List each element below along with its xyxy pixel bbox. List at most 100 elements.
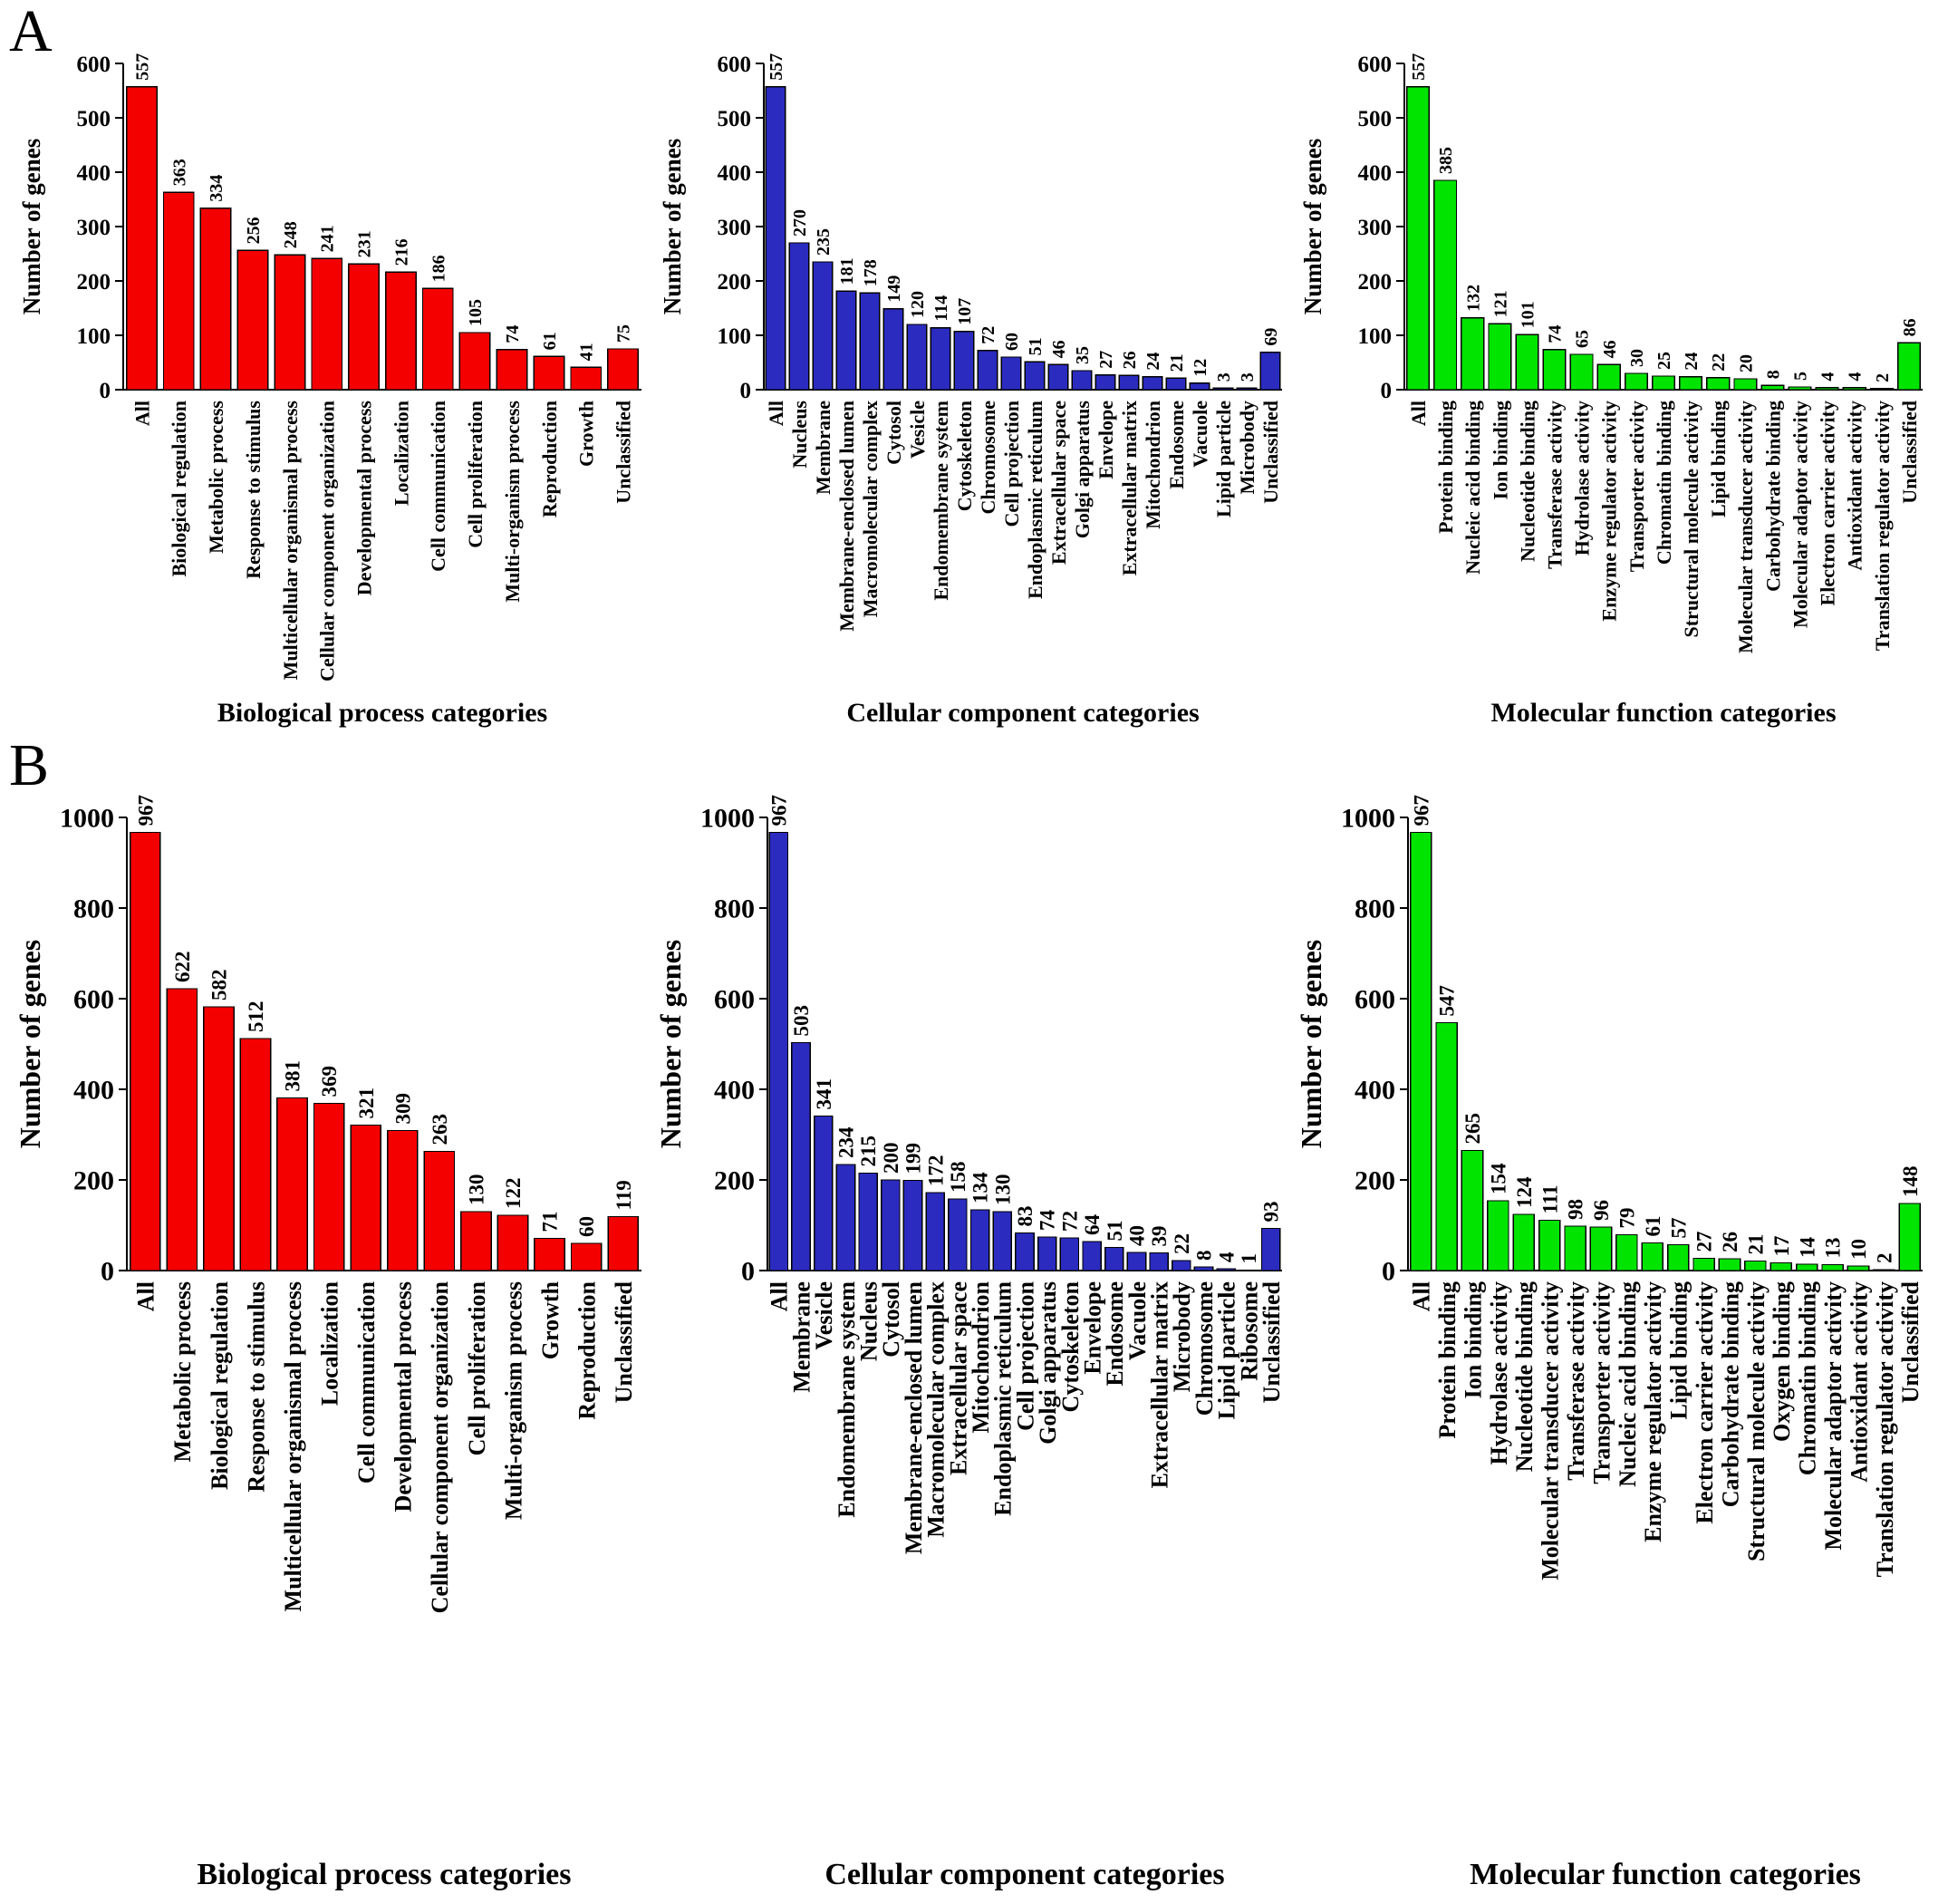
bar <box>1651 375 1676 391</box>
value-label: 3 <box>1214 372 1234 382</box>
bar <box>1564 1225 1586 1271</box>
y-tick-label: 0 <box>740 379 752 403</box>
category-label: Biological regulation <box>168 401 190 577</box>
category-label: All <box>130 401 153 426</box>
bar <box>902 1179 923 1271</box>
value-label: 61 <box>1642 1216 1664 1237</box>
bar-chart-biological-process-a: 0 100 200 300 400 500 600 Number of genes 557 All… <box>16 0 651 728</box>
category-label: Golgi apparatus <box>1071 401 1094 539</box>
bar <box>423 1150 456 1271</box>
category-label: Membrane-enclosed lumen <box>901 1281 927 1554</box>
value-label: 26 <box>1719 1232 1741 1252</box>
category-label: Unclassified <box>611 1281 637 1403</box>
bar <box>1538 1219 1561 1271</box>
value-label: 40 <box>1126 1225 1149 1246</box>
value-label: 622 <box>171 952 194 983</box>
y-tick-label: 200 <box>1355 1166 1395 1196</box>
bar <box>348 263 381 391</box>
value-label: 234 <box>834 1126 857 1158</box>
value-label: 248 <box>281 221 301 248</box>
category-label: Response to stimulus <box>243 1281 269 1493</box>
bar <box>835 1164 856 1271</box>
bar <box>534 1237 565 1271</box>
y-tick-label: 100 <box>718 324 752 349</box>
category-label: Cytosol <box>882 401 905 465</box>
category-label: Nucleotide binding <box>1516 401 1538 562</box>
category-label: Growth <box>537 1281 564 1359</box>
value-label: 96 <box>1590 1200 1613 1221</box>
y-tick-label: 200 <box>718 270 752 295</box>
bar-chart-biological-process-b: 0 200 400 600 800 1000 Number of genes 967 All 62… <box>14 725 651 1904</box>
bar <box>1733 378 1758 391</box>
y-tick-label: 600 <box>718 53 752 77</box>
category-label: Reproduction <box>574 1281 601 1419</box>
bar-chart-molecular-function-a: 0 100 200 300 400 500 600 Number of genes 557 All… <box>1297 0 1932 728</box>
value-label: 557 <box>1409 53 1429 81</box>
value-label: 8 <box>1763 370 1783 379</box>
bar <box>1104 1246 1124 1271</box>
y-tick-label: 600 <box>73 985 114 1015</box>
value-label: 74 <box>1546 325 1566 343</box>
bar <box>812 261 834 391</box>
value-label: 39 <box>1148 1226 1171 1247</box>
bar <box>768 831 789 1271</box>
bar <box>835 290 857 391</box>
category-label: Transporter activity <box>1625 401 1648 572</box>
value-label: 75 <box>614 324 634 343</box>
bar <box>1212 387 1234 391</box>
bar <box>1172 1260 1191 1271</box>
category-label: Microbody <box>1169 1281 1195 1392</box>
value-label: 363 <box>169 159 189 186</box>
bar <box>570 1242 603 1271</box>
value-label: 25 <box>1654 352 1674 370</box>
category-label: Molecular adaptor activity <box>1820 1281 1847 1551</box>
category-label: Ion binding <box>1460 1281 1486 1398</box>
value-label: 124 <box>1513 1176 1536 1208</box>
category-label: Membrane-enclosed lumen <box>835 401 858 632</box>
category-label: Membrane <box>788 1281 815 1393</box>
y-tick-label: 400 <box>1355 1076 1395 1106</box>
y-tick-label: 600 <box>1358 53 1393 77</box>
category-label: Molecular transducer activity <box>1734 401 1757 653</box>
value-label: 200 <box>880 1143 902 1174</box>
category-label: All <box>1409 1281 1435 1311</box>
category-label: Reproduction <box>538 401 561 517</box>
value-label: 14 <box>1796 1237 1818 1259</box>
bar <box>384 271 417 391</box>
bar <box>1193 1266 1214 1271</box>
chart-svg: 0 100 200 300 400 500 600 Number of genes 557 All… <box>1299 53 1923 653</box>
chart-canvas: 0 200 400 600 800 1000 Number of genes 967 All 62… <box>14 749 651 1851</box>
value-label: 2 <box>1873 373 1893 382</box>
category-label: Carbohydrate binding <box>1761 401 1784 592</box>
category-label: Extracellular matrix <box>1147 1281 1173 1488</box>
bar <box>1760 384 1785 391</box>
y-tick-label: 0 <box>1382 1257 1395 1287</box>
category-label: Endosome <box>1165 401 1188 489</box>
value-label: 71 <box>539 1212 562 1232</box>
value-label: 21 <box>1744 1234 1767 1255</box>
value-label: 22 <box>1709 353 1729 372</box>
value-label: 46 <box>1600 340 1620 358</box>
value-label: 98 <box>1565 1199 1587 1220</box>
category-label: Extracellular matrix <box>1118 401 1141 575</box>
category-label: Localization <box>317 1281 343 1406</box>
bar <box>1744 1260 1767 1271</box>
category-label: Transporter activity <box>1588 1281 1615 1484</box>
category-label: Transferase activity <box>1563 1281 1589 1481</box>
value-label: 503 <box>790 1005 813 1037</box>
bar <box>276 1097 308 1271</box>
value-label: 309 <box>391 1093 414 1125</box>
category-label: Translation regulator activity <box>1871 401 1894 651</box>
value-label: 1 <box>1238 1253 1260 1264</box>
value-label: 69 <box>1261 328 1281 346</box>
value-label: 22 <box>1171 1233 1193 1254</box>
bar <box>1487 1200 1509 1271</box>
y-tick-label: 100 <box>77 324 111 349</box>
category-label: All <box>133 1281 159 1311</box>
category-label: Electron carrier activity <box>1692 1281 1718 1524</box>
value-label: 51 <box>1026 337 1046 355</box>
category-label: Cytoskeleton <box>953 401 976 511</box>
value-label: 263 <box>429 1114 451 1145</box>
y-tick-label: 1000 <box>60 804 114 834</box>
